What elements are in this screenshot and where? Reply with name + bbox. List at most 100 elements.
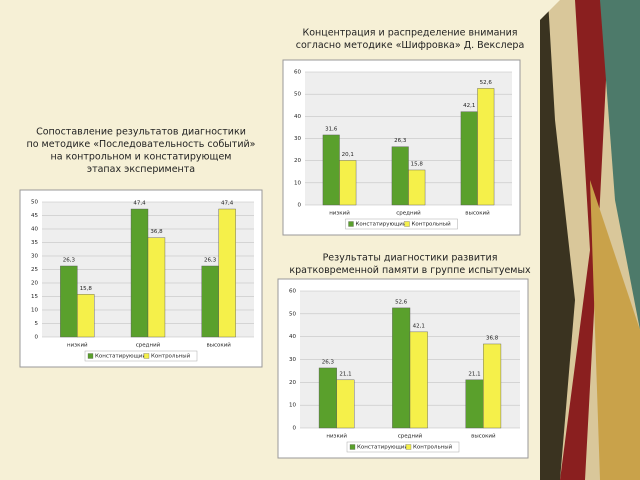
chart-title: Результаты диагностики развития	[323, 253, 498, 264]
bar	[218, 208, 236, 338]
x-tick-label: средний	[136, 342, 161, 349]
corner	[540, 0, 560, 20]
bar	[392, 307, 411, 429]
y-tick-label: 5	[35, 321, 39, 327]
value-label: 36,8	[150, 229, 163, 235]
bar	[318, 367, 337, 429]
x-tick-label: низкий	[67, 342, 88, 349]
bar	[77, 294, 95, 338]
y-tick-label: 10	[289, 403, 296, 409]
bar	[391, 146, 409, 206]
value-label: 42,1	[463, 103, 475, 109]
legend-label: Констатирующий	[357, 444, 408, 451]
chart-title: Сопоставление результатов диагностики	[36, 127, 246, 138]
y-tick-label: 30	[31, 254, 38, 260]
y-tick-label: 10	[31, 308, 38, 314]
y-tick-label: 35	[31, 240, 38, 246]
y-tick-label: 15	[31, 294, 38, 300]
legend-box	[346, 441, 460, 453]
chart-title: согласно методике «Шифровка» Д. Векслера	[296, 40, 525, 51]
y-tick-label: 0	[298, 203, 302, 209]
y-tick-label: 20	[294, 158, 301, 164]
legend-swatch	[405, 444, 412, 450]
y-tick-label: 50	[289, 311, 296, 317]
value-label: 26,3	[204, 257, 217, 263]
y-tick-label: 60	[289, 289, 296, 295]
x-tick-label: высокий	[206, 342, 231, 349]
bar	[147, 237, 166, 338]
legend-label: Контрольный	[151, 353, 191, 360]
y-tick-label: 40	[294, 114, 301, 120]
value-label: 31,6	[325, 126, 338, 132]
bar	[465, 379, 484, 429]
value-label: 47,4	[133, 201, 146, 207]
legend-swatch	[349, 444, 356, 450]
legend-swatch	[87, 353, 94, 359]
y-tick-label: 30	[289, 357, 296, 363]
legend-label: Констатирующий	[95, 353, 146, 360]
bar	[477, 88, 495, 206]
drape	[590, 180, 640, 480]
value-label: 26,3	[63, 257, 76, 263]
bar	[322, 134, 340, 206]
value-label: 26,3	[394, 138, 407, 144]
y-tick-label: 25	[31, 267, 38, 273]
legend-label: Констатирующий	[356, 221, 407, 228]
drape	[600, 0, 640, 330]
value-label: 15,8	[411, 161, 424, 167]
y-tick-label: 45	[31, 213, 38, 219]
y-tick-label: 10	[294, 180, 301, 186]
y-tick-label: 40	[289, 334, 296, 340]
value-label: 47,4	[221, 201, 234, 207]
bar	[339, 160, 357, 206]
y-tick-label: 20	[31, 281, 38, 287]
value-label: 21,1	[339, 371, 351, 377]
y-tick-label: 40	[31, 227, 38, 233]
chart-title: по методике «Последовательность событий»	[27, 139, 256, 150]
value-label: 21,1	[468, 371, 480, 377]
bar	[60, 265, 78, 338]
value-label: 42,1	[413, 323, 425, 329]
y-tick-label: 30	[294, 136, 301, 142]
value-label: 52,6	[395, 299, 408, 305]
bar	[408, 169, 426, 206]
y-tick-label: 20	[289, 380, 296, 386]
y-tick-label: 50	[31, 200, 38, 206]
x-tick-label: низкий	[326, 433, 347, 440]
x-tick-label: средний	[398, 433, 423, 440]
bar	[409, 331, 428, 429]
legend-label: Контрольный	[412, 221, 452, 228]
value-label: 15,8	[80, 286, 93, 292]
legend-label: Контрольный	[413, 444, 453, 451]
y-tick-label: 0	[293, 426, 297, 432]
x-tick-label: низкий	[329, 210, 350, 217]
x-tick-label: средний	[396, 210, 421, 217]
bar	[130, 208, 149, 338]
chart-title: этапах эксперимента	[87, 164, 195, 175]
value-label: 26,3	[322, 359, 335, 365]
y-tick-label: 60	[294, 70, 301, 76]
legend-swatch	[404, 221, 410, 227]
chart-title: кратковременной памяти в группе испытуем…	[289, 265, 531, 276]
chart-title: Концентрация и распределение внимания	[302, 28, 517, 39]
y-tick-label: 0	[35, 335, 39, 341]
x-tick-label: высокий	[471, 433, 496, 440]
decor	[540, 0, 640, 480]
bar	[336, 379, 355, 429]
legend-swatch	[143, 353, 150, 359]
x-tick-label: высокий	[465, 210, 490, 217]
bar	[201, 265, 219, 338]
drape	[560, 0, 610, 480]
y-tick-label: 50	[294, 92, 301, 98]
legend-box	[84, 350, 198, 362]
value-label: 52,6	[480, 80, 493, 86]
bar	[460, 111, 478, 206]
value-label: 20,1	[342, 152, 354, 158]
value-label: 36,8	[486, 335, 499, 341]
bar	[483, 343, 502, 429]
legend-box	[345, 218, 458, 230]
chart-title: на контрольном и констатирующем	[51, 152, 232, 163]
legend-swatch	[348, 221, 354, 227]
